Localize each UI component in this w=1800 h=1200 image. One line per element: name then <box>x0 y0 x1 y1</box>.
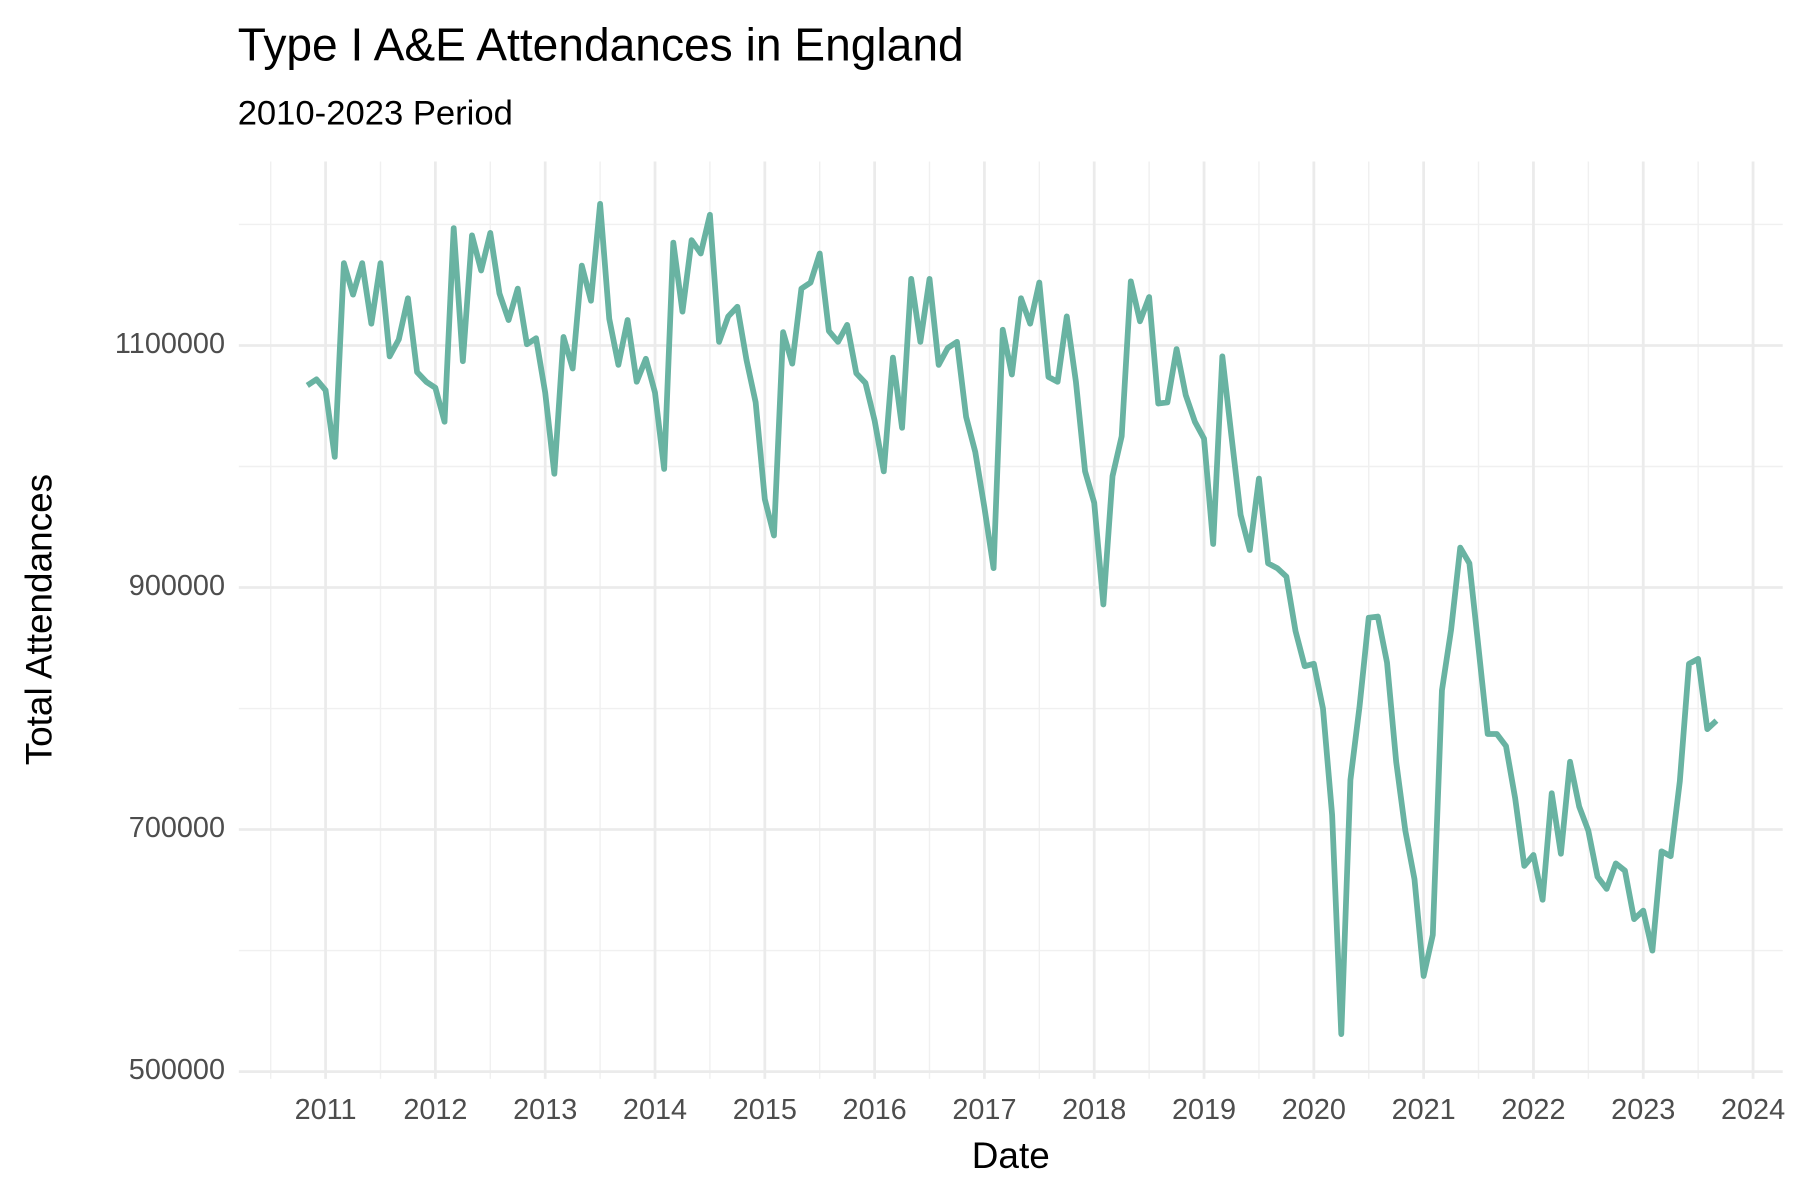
plot-area <box>305 201 1719 1037</box>
chart-subtitle: 2010-2023 Period <box>238 95 513 133</box>
y-tick-label: 1100000 <box>115 328 225 360</box>
x-tick-label: 2020 <box>1282 1094 1346 1126</box>
x-tick-label: 2019 <box>1172 1094 1236 1126</box>
x-tick-label: 2014 <box>623 1094 687 1126</box>
x-tick-label: 2024 <box>1721 1094 1785 1126</box>
x-tick-label: 2011 <box>295 1094 357 1126</box>
y-tick-label: 900000 <box>129 570 225 602</box>
x-tick-label: 2016 <box>843 1094 907 1126</box>
chart-title: Type I A&E Attendances in England <box>238 19 964 71</box>
x-tick-label: 2023 <box>1611 1094 1675 1126</box>
x-tick-label: 2017 <box>952 1094 1016 1126</box>
y-tick-label: 500000 <box>129 1054 225 1086</box>
x-tick-label: 2013 <box>513 1094 577 1126</box>
y-tick-label: 700000 <box>129 812 225 844</box>
y-axis-label: Total Attendances <box>18 474 59 765</box>
data-line <box>305 201 1719 1037</box>
x-tick-label: 2015 <box>733 1094 797 1126</box>
x-tick-label: 2021 <box>1392 1094 1456 1126</box>
x-tick-label: 2018 <box>1062 1094 1126 1126</box>
x-tick-label: 2012 <box>403 1094 467 1126</box>
x-axis-label: Date <box>972 1135 1050 1176</box>
x-tick-label: 2022 <box>1501 1094 1565 1126</box>
